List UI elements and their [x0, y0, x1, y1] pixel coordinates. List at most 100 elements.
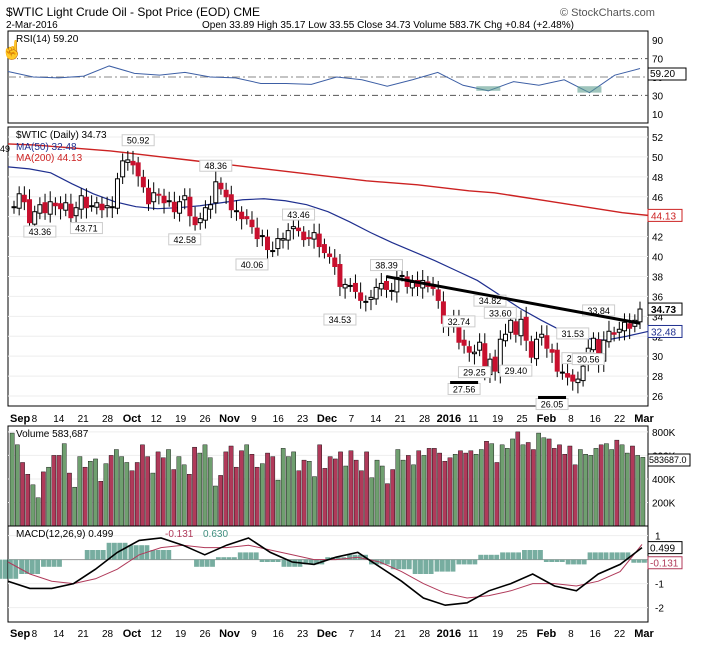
macd-histogram-bar — [571, 559, 576, 565]
macd-legend-signal: -0.131 — [165, 529, 194, 540]
volume-bar-down — [557, 444, 562, 527]
rsi-tick-label: 70 — [652, 55, 664, 66]
volume-bar-down — [265, 452, 270, 527]
candle — [259, 229, 265, 247]
volume-bar-down — [525, 442, 531, 527]
volume-bar-down — [442, 461, 448, 527]
candle-body-down — [549, 349, 555, 353]
volume-tick-label: 800K — [652, 428, 676, 439]
volume-bar-up — [176, 456, 182, 527]
candle — [192, 206, 198, 231]
macd-histogram-bar — [166, 550, 172, 560]
macd-histogram-bar — [384, 559, 390, 565]
x-axis-bottom: Sep 8 14 21 28 Oct 12 19 26 Nov 9 16 23 Dec 7 14 21 28 201… — [10, 628, 654, 640]
macd-histogram-bar — [494, 554, 500, 560]
volume-bar-down — [385, 483, 390, 527]
x-tick-label: 16 — [590, 414, 602, 425]
candle — [161, 188, 167, 214]
volume-bar-up — [635, 455, 640, 527]
price-axis-badges: 34.73 32.48 44.13 — [647, 208, 683, 338]
candle — [78, 188, 84, 219]
volume-bar-down — [56, 455, 62, 527]
macd-histogram-bar — [406, 559, 412, 570]
candle — [565, 363, 571, 386]
volume-bar-up — [61, 443, 67, 527]
candle-body-up — [508, 319, 514, 333]
candle-body-up — [539, 333, 545, 338]
x-tick-label: 22 — [614, 629, 626, 640]
volume-bar-down — [614, 439, 620, 527]
candle-body-up — [78, 195, 84, 210]
candle — [177, 195, 183, 222]
candle-body-up — [11, 206, 17, 209]
candle — [337, 254, 343, 296]
value-label-box — [323, 313, 357, 326]
candle-body-up — [114, 178, 120, 209]
candle — [37, 197, 43, 220]
ohlc-summary: Open 33.89 High 35.17 Low 33.55 Close 34… — [202, 20, 574, 31]
candle — [114, 172, 120, 215]
candle-body-up — [290, 226, 296, 230]
macd-histogram-bar — [155, 550, 161, 560]
value-label-box — [571, 353, 605, 366]
volume-bar-down — [405, 455, 411, 527]
candle — [368, 289, 374, 311]
macd-histogram-bar — [29, 559, 35, 574]
price-tick-label: 42 — [652, 233, 664, 244]
candle — [513, 314, 519, 343]
candle-body-down — [435, 289, 441, 301]
candle — [559, 363, 565, 380]
macd-histogram-bar — [270, 559, 276, 562]
candle — [197, 212, 203, 230]
candle — [182, 188, 188, 210]
candle-body-down — [239, 211, 245, 220]
volume-bar-up — [369, 477, 375, 527]
x-tick-label: 28 — [102, 414, 114, 425]
candle — [575, 371, 581, 394]
candle-body-up — [177, 201, 183, 214]
volume-bar-down — [322, 468, 328, 527]
macd-histogram-bar — [614, 552, 620, 560]
candle — [477, 333, 483, 357]
value-label: 40.06 — [241, 260, 264, 270]
candle-body-down — [523, 316, 529, 341]
volume-bar-down — [437, 452, 442, 527]
macd-histogram-bar — [122, 542, 128, 560]
macd-histogram-bar — [24, 559, 30, 574]
candle — [627, 313, 633, 340]
rsi-oversold-fill — [577, 86, 602, 93]
macd-histogram-bar — [559, 559, 565, 562]
candle — [528, 335, 534, 364]
candle-body-down — [187, 196, 193, 217]
volume-bar-up — [213, 485, 218, 527]
candle-body-down — [306, 237, 312, 240]
macd-axis-badge-label: 0.499 — [650, 544, 675, 555]
candle-body-down — [627, 323, 633, 329]
volume-bar-down — [432, 448, 437, 527]
candle — [332, 249, 338, 275]
volume-bars — [9, 431, 646, 527]
candle — [89, 195, 95, 212]
candle-body-up — [104, 205, 110, 209]
macd-histogram-bar — [625, 552, 631, 560]
candle — [218, 177, 224, 195]
candle — [156, 188, 162, 205]
rsi-legend: RSI(14) 59.20 — [16, 34, 79, 45]
volume-bar-up — [93, 458, 98, 527]
candle — [140, 169, 146, 193]
macd-histogram-bar — [226, 557, 232, 560]
macd-histogram-bar — [253, 552, 259, 560]
candle-body-down — [321, 244, 327, 254]
volume-bar-down — [562, 454, 568, 527]
volume-bar-down — [160, 457, 166, 527]
candle — [104, 196, 110, 218]
macd-histogram-bar — [527, 550, 533, 560]
candle-body-up — [311, 232, 317, 240]
volume-bar-up — [244, 444, 250, 527]
candle — [125, 150, 131, 171]
candle-body-down — [171, 201, 177, 213]
macd-histogram-bar — [428, 559, 434, 574]
macd-histogram-bar — [325, 557, 331, 560]
x-tick-label: 8 — [568, 629, 574, 640]
